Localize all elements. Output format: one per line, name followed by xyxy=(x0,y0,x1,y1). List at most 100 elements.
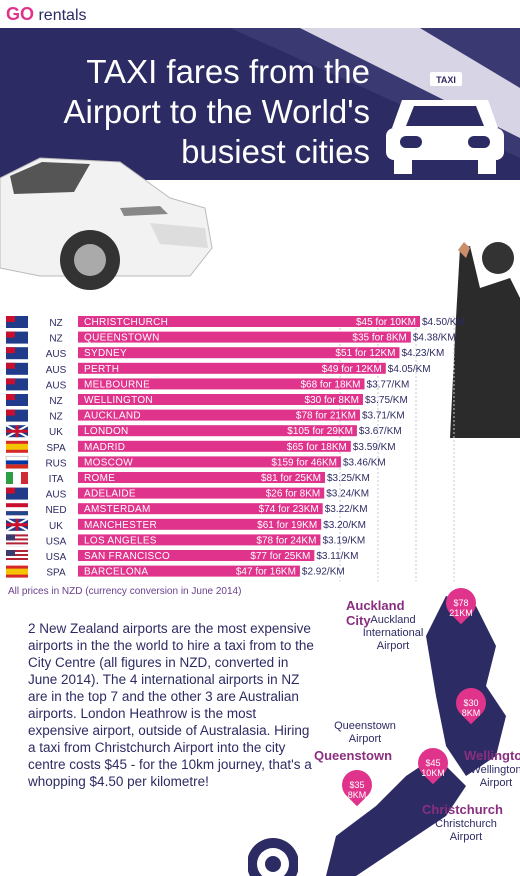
chart-row: NZ QUEENSTOWN $35 for 8KM $4.38/KM xyxy=(6,331,456,345)
perkm-label: $3.11/KM xyxy=(316,551,358,562)
perkm-label: $3.20/KM xyxy=(323,520,366,531)
fare-label: $74 for 23KM xyxy=(259,504,319,515)
pin-auckland-text: $78 21KM xyxy=(449,598,473,618)
fare-label: $61 for 19KM xyxy=(257,520,317,531)
country-code-label: SPA xyxy=(46,568,66,579)
country-code-label: RUS xyxy=(45,458,66,469)
map-airport-queenstown: Queenstown Airport xyxy=(334,720,396,745)
page-title: TAXI fares from the Airport to the World… xyxy=(64,52,370,172)
header-banner: TAXI fares from the Airport to the World… xyxy=(0,28,520,180)
city-label: QUEENSTOWN xyxy=(84,333,160,344)
fare-bar xyxy=(78,409,360,421)
map-airport-wellington: Wellington Airport xyxy=(470,764,520,789)
flag-stripe xyxy=(6,544,28,547)
fare-bar xyxy=(78,456,341,468)
body-paragraph: 2 New Zealand airports are the most expe… xyxy=(28,621,314,789)
fare-label: $49 for 12KM xyxy=(322,364,382,375)
perkm-label: $2.92/KM xyxy=(302,567,345,578)
chart-row: NED AMSTERDAM $74 for 23KM $3.22/KM xyxy=(6,503,368,516)
flag-stripe xyxy=(6,556,28,558)
flag-stripe xyxy=(6,464,28,469)
chart-row: RUS MOSCOW $159 for 46KM $3.46/KM xyxy=(5,455,386,469)
chart-row: NZ AUCKLAND $78 for 21KM $3.71/KM xyxy=(6,409,405,423)
flag-canton xyxy=(6,487,15,494)
country-code-label: AUS xyxy=(46,380,67,391)
city-label: ADELAIDE xyxy=(84,489,136,500)
flag-canton xyxy=(6,550,15,556)
taxi-sign-text: TAXI xyxy=(436,75,456,85)
fare-bar xyxy=(78,347,400,359)
perkm-label: $4.38/KM xyxy=(413,333,456,344)
fare-label: $65 for 18KM xyxy=(287,442,347,453)
perkm-label: $3.77/KM xyxy=(367,379,410,390)
flag-stripe xyxy=(6,460,28,465)
pin-wellington-text: $30 8KM xyxy=(461,698,481,718)
flag-canton xyxy=(6,316,15,322)
map-city-auckland: Auckland City xyxy=(346,598,405,628)
country-code-label: NZ xyxy=(49,396,62,407)
fare-label: $78 for 21KM xyxy=(296,411,356,422)
perkm-label: $3.46/KM xyxy=(343,457,386,468)
city-label: CHRISTCHURCH xyxy=(84,317,168,328)
fare-bar xyxy=(78,362,386,374)
flag-canton xyxy=(6,378,15,385)
city-label: AUCKLAND xyxy=(84,411,141,422)
flag-canton xyxy=(6,394,15,400)
flag-cross-red xyxy=(6,518,28,531)
flag-stripe xyxy=(6,568,28,575)
fare-bar xyxy=(78,331,411,343)
city-label: MELBOURNE xyxy=(84,379,150,390)
title-line-1: TAXI fares from the xyxy=(86,53,370,90)
pin-christchurch-text: $45 10KM xyxy=(421,758,445,778)
map-city-queenstown: Queenstown xyxy=(314,748,393,763)
taxi-fare-bar-chart: NZ CHRISTCHURCH $45 for 10KM $4.50/KM NZ QUEE… xyxy=(5,316,465,582)
fare-bar xyxy=(78,316,420,327)
nz-map-shape xyxy=(326,596,506,876)
city-label: LOS ANGELES xyxy=(84,535,157,546)
pin-queenstown-text: $35 8KM xyxy=(347,780,367,800)
flag-stripe xyxy=(6,552,28,554)
fare-bar xyxy=(78,503,323,515)
fare-label: $78 for 24KM xyxy=(256,535,316,546)
fare-label: $159 for 46KM xyxy=(271,457,337,468)
fare-label: $68 for 18KM xyxy=(300,379,360,390)
perkm-label: $4.50/KM xyxy=(422,317,465,328)
fare-bar xyxy=(78,518,322,530)
fare-bar xyxy=(78,534,321,546)
map-city-christchurch: Christchurch xyxy=(422,802,503,817)
city-label: MANCHESTER xyxy=(84,520,157,531)
person-hailing-taxi-image xyxy=(450,242,520,438)
chart-row: USA LOS ANGELES $78 for 24KM $3.19/KM xyxy=(6,534,365,547)
flag-stripe xyxy=(6,540,28,543)
title-line-2: Airport to the World's xyxy=(63,93,370,130)
country-code-label: UK xyxy=(49,521,63,532)
chart-row: AUS MELBOURNE $68 for 18KM $3.77/KM xyxy=(6,378,409,391)
taxi-icon: TAXI xyxy=(386,72,504,174)
perkm-label: $3.24/KM xyxy=(326,489,369,500)
country-code-label: NZ xyxy=(49,412,62,423)
fare-label: $77 for 25KM xyxy=(250,551,310,562)
country-code-label: AUS xyxy=(46,365,67,376)
fare-bar xyxy=(78,425,357,437)
map-airport-auckland: Auckland International Airport xyxy=(362,614,424,652)
country-code-label: SPA xyxy=(46,443,66,454)
flag-canton xyxy=(6,347,15,354)
chart-rows: NZ CHRISTCHURCH $45 for 10KM $4.50/KM NZ QUEE… xyxy=(5,316,465,579)
flag-stripe xyxy=(6,536,28,539)
country-code-label: USA xyxy=(46,552,67,563)
flag-stripe xyxy=(6,443,28,450)
perkm-label: $3.67/KM xyxy=(359,426,402,437)
city-label: PERTH xyxy=(84,364,119,375)
perkm-label: $4.05/KM xyxy=(388,364,431,375)
flag-stripe xyxy=(6,560,28,562)
flag-stripe xyxy=(13,472,21,484)
fare-label: $105 for 29KM xyxy=(287,426,353,437)
go-rentals-logo[interactable]: GO rentals xyxy=(6,4,87,25)
perkm-label: $3.59/KM xyxy=(353,442,396,453)
chart-row: NZ CHRISTCHURCH $45 for 10KM $4.50/KM xyxy=(6,316,465,329)
title-line-3: busiest cities xyxy=(181,133,370,170)
perkm-label: $3.75/KM xyxy=(365,395,408,406)
flag-canton xyxy=(6,331,15,338)
fare-bar xyxy=(78,440,351,452)
city-label: SYDNEY xyxy=(84,348,127,359)
